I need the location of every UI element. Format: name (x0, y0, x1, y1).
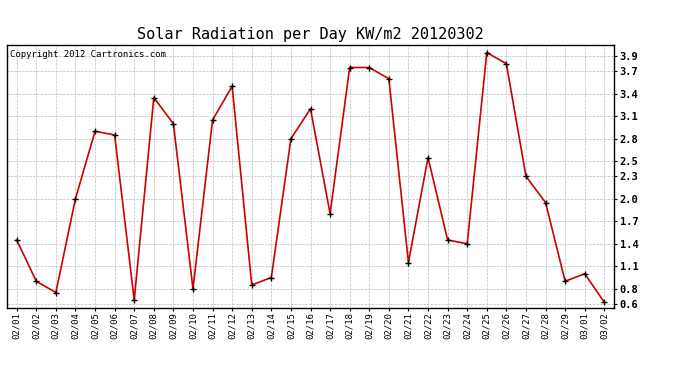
Title: Solar Radiation per Day KW/m2 20120302: Solar Radiation per Day KW/m2 20120302 (137, 27, 484, 42)
Text: Copyright 2012 Cartronics.com: Copyright 2012 Cartronics.com (10, 50, 166, 59)
